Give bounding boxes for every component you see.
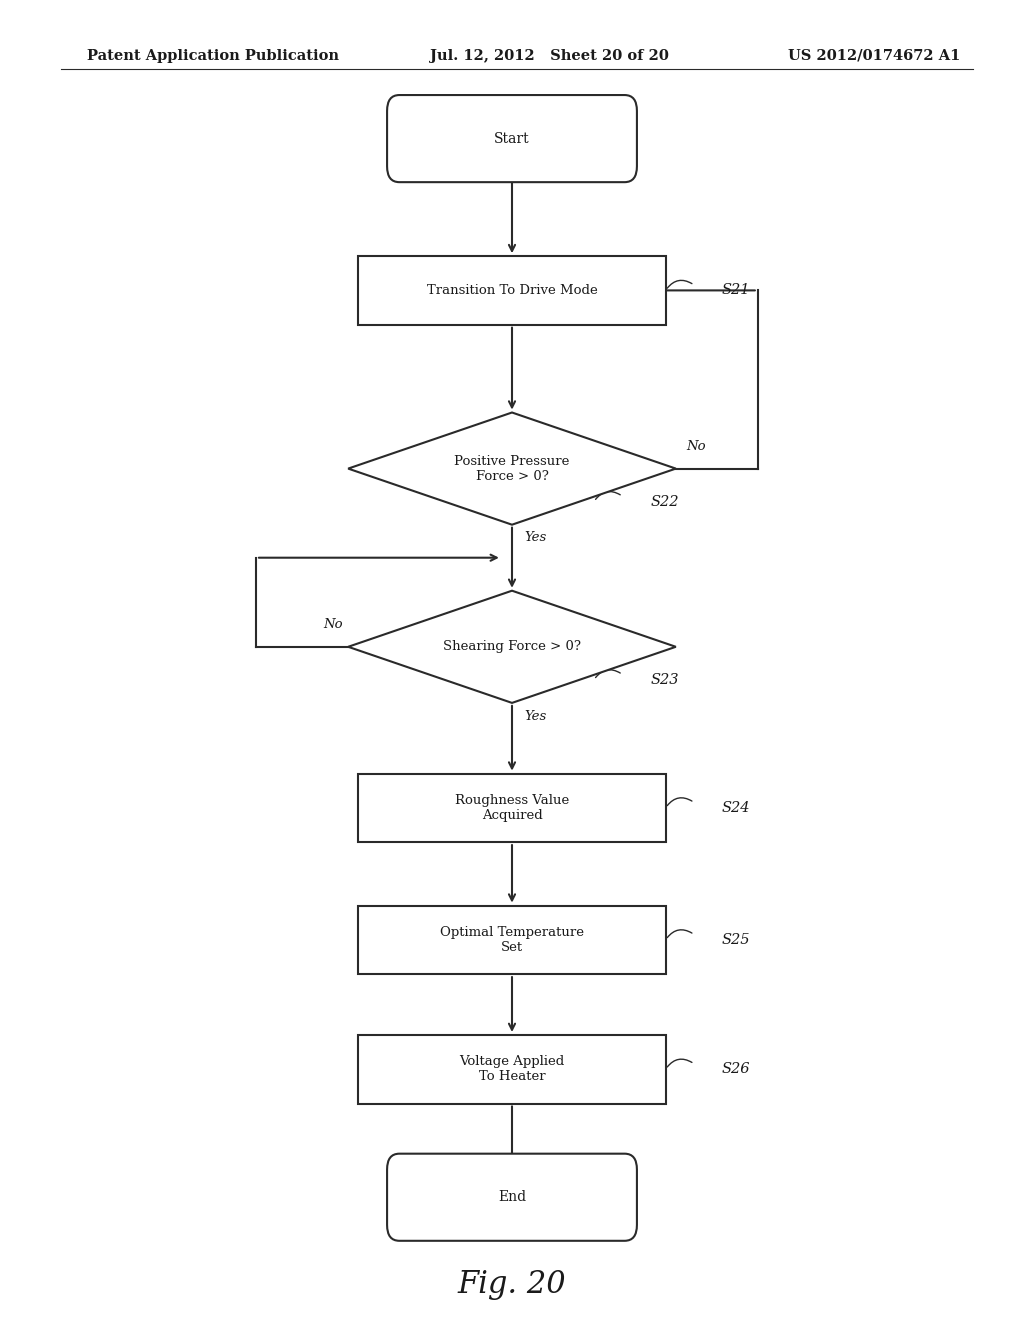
Polygon shape — [348, 412, 676, 524]
Text: Optimal Temperature
Set: Optimal Temperature Set — [440, 925, 584, 954]
Text: US 2012/0174672 A1: US 2012/0174672 A1 — [788, 49, 961, 63]
Text: Transition To Drive Mode: Transition To Drive Mode — [427, 284, 597, 297]
Text: No: No — [686, 440, 706, 453]
Text: S25: S25 — [722, 933, 751, 946]
Text: Patent Application Publication: Patent Application Publication — [87, 49, 339, 63]
Text: S21: S21 — [722, 284, 751, 297]
Text: Yes: Yes — [524, 531, 547, 544]
Text: End: End — [498, 1191, 526, 1204]
FancyBboxPatch shape — [387, 1154, 637, 1241]
Text: Start: Start — [495, 132, 529, 145]
Text: S22: S22 — [650, 495, 679, 508]
Text: Yes: Yes — [524, 710, 547, 722]
Text: Shearing Force > 0?: Shearing Force > 0? — [443, 640, 581, 653]
Text: Positive Pressure
Force > 0?: Positive Pressure Force > 0? — [455, 454, 569, 483]
Text: S23: S23 — [650, 673, 679, 686]
Text: S24: S24 — [722, 801, 751, 814]
Text: Jul. 12, 2012   Sheet 20 of 20: Jul. 12, 2012 Sheet 20 of 20 — [430, 49, 669, 63]
Text: Voltage Applied
To Heater: Voltage Applied To Heater — [460, 1055, 564, 1084]
Text: Fig. 20: Fig. 20 — [458, 1269, 566, 1300]
Bar — [358, 1035, 666, 1104]
Bar — [358, 256, 666, 325]
Bar — [358, 906, 666, 974]
Text: No: No — [324, 618, 343, 631]
Polygon shape — [348, 591, 676, 702]
Text: S26: S26 — [722, 1063, 751, 1076]
Bar — [358, 774, 666, 842]
Text: Roughness Value
Acquired: Roughness Value Acquired — [455, 793, 569, 822]
FancyBboxPatch shape — [387, 95, 637, 182]
